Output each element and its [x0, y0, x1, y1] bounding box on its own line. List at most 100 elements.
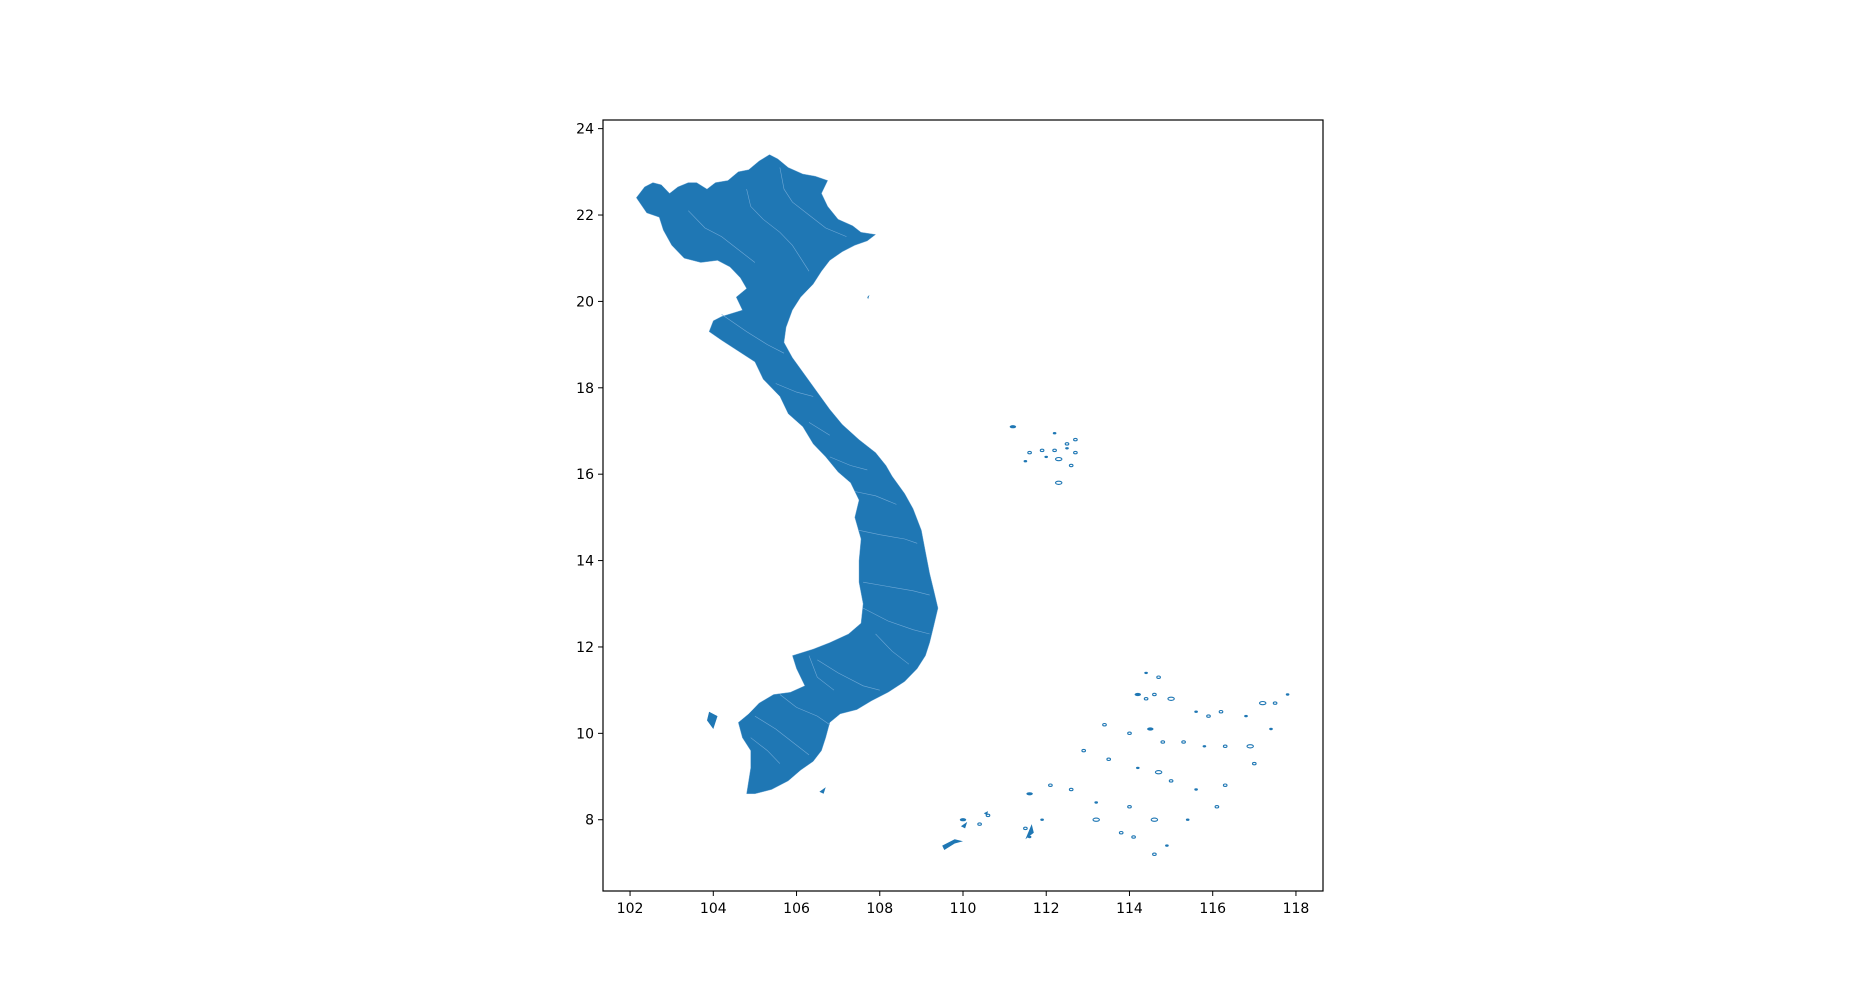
islet-mark	[1168, 779, 1174, 783]
province-boundary-line	[862, 607, 930, 635]
x-tick-label: 110	[950, 901, 977, 917]
phu-quoc-shape	[707, 711, 718, 729]
islet-mark	[1185, 818, 1190, 821]
islet-mark	[1068, 463, 1074, 468]
x-tick-label: 102	[617, 901, 644, 917]
islet-mark	[1156, 675, 1161, 679]
islet-mark	[1134, 692, 1142, 697]
islet-mark	[1023, 826, 1028, 831]
islet-mark	[1206, 714, 1211, 718]
islet-mark	[1009, 425, 1017, 429]
islet-mark	[1218, 709, 1224, 714]
islet-mark	[1251, 761, 1257, 766]
islet-mark	[1222, 783, 1228, 787]
province-boundary-line	[775, 383, 814, 397]
islet-mark	[1073, 450, 1078, 455]
islet-mark	[1094, 801, 1098, 804]
y-tick-label: 16	[576, 467, 594, 483]
province-boundary-line	[750, 737, 781, 764]
islet-mark	[1044, 455, 1048, 459]
islet-mark	[1244, 714, 1248, 718]
province-boundary-line	[754, 715, 810, 756]
islet-mark	[1194, 710, 1198, 713]
islet-mark	[1027, 450, 1032, 455]
islet-mark	[1065, 447, 1069, 450]
islet-mark	[977, 822, 982, 826]
islet-mark	[1246, 744, 1254, 749]
islet-mark	[1026, 792, 1033, 796]
y-tick-label: 12	[576, 640, 594, 656]
islet-mark	[1167, 696, 1175, 701]
islet-mark	[1039, 448, 1045, 453]
islet-mark	[1052, 448, 1057, 453]
x-tick-label: 118	[1283, 901, 1310, 917]
province-boundary-line	[863, 581, 930, 596]
province-boundary-line	[875, 633, 910, 665]
southern-reef-3-shape	[983, 811, 988, 816]
islet-mark	[1048, 783, 1053, 787]
islet-mark	[1054, 456, 1063, 462]
islet-mark	[959, 818, 967, 822]
paracel-islets	[1009, 425, 1078, 485]
islet-mark	[1144, 671, 1148, 675]
islet-mark	[1154, 770, 1163, 775]
islet-mark	[985, 813, 991, 818]
province-boundary-line	[829, 456, 868, 471]
y-tick-label: 14	[576, 554, 594, 570]
x-axis: 102 104 106 108 110 112 114 116 118	[617, 891, 1310, 917]
southern-reefs-shape	[942, 839, 963, 850]
islet-mark	[1092, 817, 1100, 822]
y-tick-label: 8	[585, 813, 594, 829]
province-boundary-line	[808, 422, 830, 436]
y-tick-label: 22	[576, 208, 594, 224]
islet-mark	[1040, 818, 1044, 821]
province-boundary-line	[688, 210, 756, 263]
map-layer	[636, 154, 1290, 857]
southern-reef-2-shape	[960, 821, 968, 829]
con-dao-shape	[819, 787, 826, 794]
islet-mark	[1073, 437, 1078, 442]
islet-mark	[1143, 697, 1149, 701]
islet-mark	[1165, 844, 1169, 847]
islet-mark	[1052, 432, 1057, 435]
province-boundary-line	[779, 694, 830, 725]
islet-mark	[1194, 788, 1198, 791]
y-tick-label: 20	[576, 294, 594, 310]
y-tick-label: 24	[576, 122, 594, 138]
islet-mark	[1136, 766, 1140, 770]
islet-mark	[1160, 740, 1166, 744]
islet-mark	[1222, 744, 1228, 749]
x-tick-label: 116	[1199, 901, 1226, 917]
province-boundary-line	[721, 314, 785, 354]
islet-mark	[1023, 460, 1028, 463]
islet-mark	[1152, 852, 1157, 857]
x-tick-label: 112	[1033, 901, 1060, 917]
islet-mark	[1269, 727, 1273, 731]
islet-mark	[1147, 727, 1154, 731]
province-boundary-line	[808, 655, 835, 691]
province-boundary-line	[817, 659, 880, 691]
islet-mark	[1118, 830, 1124, 835]
y-axis: 8 10 12 14 16 18 20 22 24	[576, 122, 603, 829]
province-boundary-line	[746, 189, 810, 272]
province-boundaries	[688, 167, 930, 764]
islet-mark	[1068, 787, 1074, 792]
islet-mark	[1127, 731, 1132, 736]
bach-long-vi-shape	[867, 294, 870, 300]
islet-mark	[1131, 835, 1136, 839]
x-tick-label: 104	[700, 901, 727, 917]
x-tick-label: 114	[1116, 901, 1143, 917]
islet-mark	[1054, 480, 1063, 485]
x-tick-label: 106	[783, 901, 810, 917]
islet-mark	[1081, 748, 1087, 753]
islet-mark	[1202, 745, 1207, 748]
islet-mark	[1102, 722, 1107, 727]
y-tick-label: 10	[576, 726, 594, 742]
y-tick-label: 18	[576, 381, 594, 397]
province-boundary-line	[854, 491, 897, 505]
islet-mark	[1150, 817, 1159, 822]
islet-mark	[1272, 701, 1278, 705]
southern-reef-4-shape	[1025, 824, 1034, 840]
spratly-islets	[959, 671, 1290, 857]
